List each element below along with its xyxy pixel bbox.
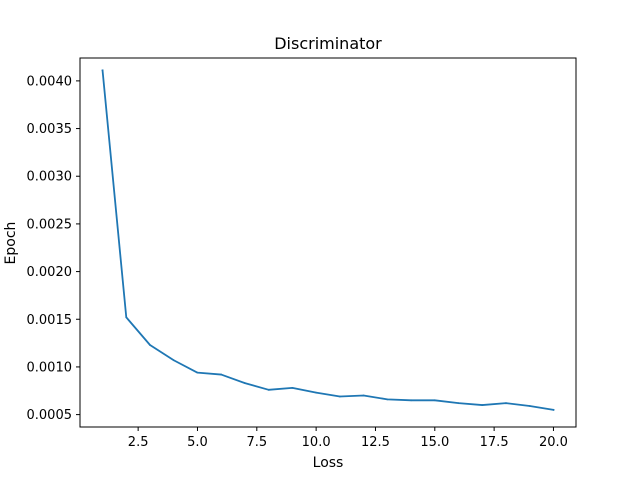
x-tick-label: 15.0 (420, 435, 449, 450)
y-tick-label: 0.0005 (27, 408, 73, 423)
data-point (101, 69, 104, 72)
x-axis-ticks: 2.5 5.0 7.5 10.0 12.5 15.0 17.5 20.0 (128, 427, 568, 450)
y-tick-label: 0.0010 (27, 360, 73, 375)
y-tick-label: 0.0025 (27, 217, 73, 232)
data-point (481, 404, 484, 406)
data-point (528, 405, 531, 407)
x-tick-label: 2.5 (128, 435, 149, 450)
y-axis-label: Epoch (3, 222, 19, 265)
series-line (101, 69, 555, 411)
y-tick-label: 0.0015 (27, 313, 73, 328)
y-tick-label: 0.0040 (27, 74, 73, 89)
chart-title: Discriminator (274, 34, 382, 53)
x-tick-label: 17.5 (480, 435, 509, 450)
series-layer (101, 69, 555, 411)
data-point (244, 382, 246, 385)
data-point (386, 398, 389, 401)
y-tick-label: 0.0020 (27, 265, 73, 280)
data-point (457, 402, 460, 405)
data-point (220, 373, 223, 376)
data-point (149, 344, 151, 346)
y-tick-label: 0.0035 (27, 122, 73, 137)
data-point (291, 387, 294, 389)
data-point (125, 316, 128, 319)
x-tick-label: 10.0 (302, 435, 331, 450)
data-point (433, 399, 436, 402)
data-point (267, 388, 270, 391)
y-tick-label: 0.0030 (27, 170, 73, 185)
x-tick-label: 7.5 (246, 435, 267, 450)
data-point (505, 402, 507, 405)
data-point (338, 395, 341, 398)
x-tick-label: 12.5 (361, 435, 390, 450)
data-point (196, 371, 199, 374)
x-tick-label: 20.0 (539, 435, 568, 450)
x-axis-label: Loss (313, 455, 344, 471)
x-tick-label: 5.0 (187, 435, 208, 450)
y-axis-ticks: 0.0005 0.0010 0.0015 0.0020 0.0025 0.0030 0.00… (27, 74, 80, 423)
data-point (410, 399, 412, 402)
data-point (362, 394, 365, 397)
plot-area (80, 58, 576, 427)
plot-frame (79, 57, 577, 428)
data-point (315, 391, 318, 394)
data-point (172, 359, 175, 362)
data-point (552, 408, 555, 411)
